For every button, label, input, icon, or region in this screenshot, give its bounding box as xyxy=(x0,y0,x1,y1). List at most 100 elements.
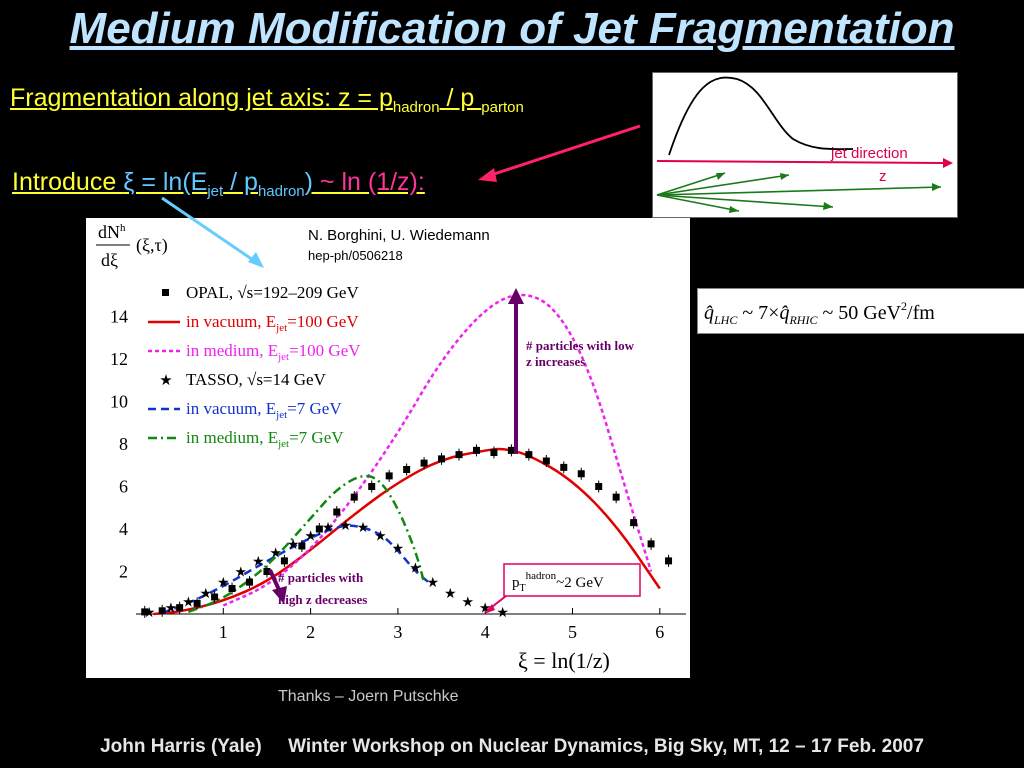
pt-threshold-box xyxy=(503,563,641,597)
tasso-data-point: ★ xyxy=(322,521,335,536)
tasso-data-point: ★ xyxy=(409,561,422,576)
opal-data-point xyxy=(612,493,620,501)
frag-sub-hadron: hadron xyxy=(392,99,440,116)
z-label: z xyxy=(879,168,887,185)
series-line xyxy=(222,293,653,607)
legend-label: in vacuum, Ejet=7 GeV xyxy=(186,399,342,421)
tasso-data-point: ★ xyxy=(252,555,265,570)
opal-data-point xyxy=(490,449,498,456)
footer: John Harris (Yale) Winter Workshop on Nu… xyxy=(0,736,1024,758)
opal-data-point xyxy=(193,599,201,607)
legend-marker-square xyxy=(162,289,169,296)
x-tick-labels: 1 2 3 4 5 6 xyxy=(219,608,664,642)
acknowledgement: Thanks – Joern Putschke xyxy=(278,688,459,705)
cyan-pointer-arrow xyxy=(161,196,257,264)
xi-close: ) xyxy=(304,168,313,196)
tasso-data-point: ★ xyxy=(200,587,213,602)
pink-pointer-arrow xyxy=(487,124,641,178)
qhat-formula-box: q̂LHC ~ 7×q̂RHIC ~ 50 GeV2/fm xyxy=(697,288,1024,334)
x-tick-label: 6 xyxy=(655,622,664,642)
x-tick-label: 2 xyxy=(306,622,315,642)
y-tick-label: 2 xyxy=(119,562,128,582)
legend-label: TASSO, √s=14 GeV xyxy=(186,370,327,389)
frag-sub-parton: parton xyxy=(481,99,524,116)
y-tick-label: 4 xyxy=(119,519,128,539)
xi-part: ξ = ln(E xyxy=(123,168,208,196)
particle-arrowheads xyxy=(716,173,941,213)
frag-prefix: Fragmentation along jet axis: z = p xyxy=(10,84,393,112)
tasso-data-point: ★ xyxy=(444,587,457,602)
fragmentation-definition: Fragmentation along jet axis: z = phadro… xyxy=(10,84,524,116)
tasso-data-point: ★ xyxy=(269,546,282,561)
jet-axis-line xyxy=(656,160,944,164)
tasso-data-point: ★ xyxy=(374,529,387,544)
legend-label: OPAL, √s=192–209 GeV xyxy=(186,283,359,302)
opal-data-point xyxy=(245,578,253,586)
series-points: ★ ★ ★ ★ ★ ★ ★ ★ ★ ★ ★ ★ ★ ★ ★ ★ ★ ★ ★ ★ ★ xyxy=(141,444,673,621)
x-tick-label: 1 xyxy=(219,622,228,642)
x-tick-label: 3 xyxy=(393,622,402,642)
opal-data-point xyxy=(560,463,568,471)
plot-source-authors: N. Borghini, U. Wiedemann xyxy=(308,227,490,244)
opal-data-point xyxy=(315,525,323,533)
opal-data-point xyxy=(507,446,515,454)
jet-direction-label: jet direction xyxy=(830,145,908,162)
opal-data-point xyxy=(176,604,184,612)
y-tick-label: 8 xyxy=(119,434,128,454)
opal-data-point xyxy=(665,557,673,565)
x-axis-label: ξ = ln(1/z) xyxy=(518,648,610,673)
frag-mid: / p xyxy=(439,84,482,112)
opal-data-point xyxy=(542,457,550,465)
opal-data-point xyxy=(630,519,638,527)
y-tick-label: 10 xyxy=(110,392,128,412)
opal-data-point xyxy=(403,466,411,473)
tasso-data-point: ★ xyxy=(461,595,474,610)
xi-sub-hadron: hadron xyxy=(257,183,305,200)
slide-title: Medium Modification of Jet Fragmentation xyxy=(69,4,955,53)
xi-mid: / p xyxy=(223,168,258,196)
legend-label: in medium, Ejet=100 GeV xyxy=(186,341,361,363)
opal-data-point xyxy=(420,459,428,467)
y-axis-label-numerator: dNh xyxy=(98,222,126,242)
qhat-formula: q̂LHC ~ 7×q̂RHIC ~ 50 GeV2/fm xyxy=(704,299,935,327)
x-tick-label: 5 xyxy=(568,622,577,642)
opal-data-point xyxy=(647,540,655,548)
tasso-data-point: ★ xyxy=(165,602,178,617)
tasso-data-point: ★ xyxy=(182,595,195,610)
y-tick-label: 6 xyxy=(119,477,128,497)
pink-pointer-arrowhead xyxy=(478,168,497,182)
tasso-data-point: ★ xyxy=(287,538,300,553)
pt-threshold-label: pThadron~2 GeV xyxy=(512,570,604,594)
opal-data-point xyxy=(455,451,463,459)
qhat-formula-svg: q̂LHC ~ 7×q̂RHIC ~ 50 GeV2/fm xyxy=(704,299,935,327)
opal-data-point xyxy=(333,508,341,516)
tasso-data-point: ★ xyxy=(234,566,247,581)
tasso-data-point: ★ xyxy=(496,606,509,621)
particle-arrows xyxy=(656,172,942,212)
y-axis-label-args: (ξ,τ) xyxy=(136,235,168,256)
x-tick-label: 4 xyxy=(481,622,490,642)
tasso-data-point: ★ xyxy=(479,602,492,617)
xi-sub-jet: jet xyxy=(207,183,224,200)
plot-source-reference: hep-ph/0506218 xyxy=(308,248,403,263)
opal-data-point xyxy=(577,470,585,478)
low-z-annotation-line2: z increases xyxy=(526,354,585,369)
opal-data-point xyxy=(298,542,306,550)
xi-definition: Introduce ξ = ln(Ejet / phadron) ~ ln (1… xyxy=(12,168,425,200)
jet-axis-arrowhead xyxy=(943,158,953,168)
opal-data-point xyxy=(141,608,149,616)
intro-word: Introduce xyxy=(12,168,124,196)
jet-sketch-svg: jet direction z xyxy=(656,76,953,213)
tasso-data-point: ★ xyxy=(427,576,440,591)
low-z-increase-arrowhead xyxy=(508,288,524,304)
footer-author: John Harris (Yale) xyxy=(100,736,262,757)
footer-event: Winter Workshop on Nuclear Dynamics, Big… xyxy=(288,736,924,757)
pt-box-arrowhead xyxy=(484,604,495,614)
series-lines xyxy=(153,293,661,616)
jet-direction-sketch: jet direction z xyxy=(652,72,958,218)
series-line xyxy=(161,524,430,615)
opal-data-point xyxy=(263,568,271,575)
y-tick-label: 12 xyxy=(110,349,128,369)
